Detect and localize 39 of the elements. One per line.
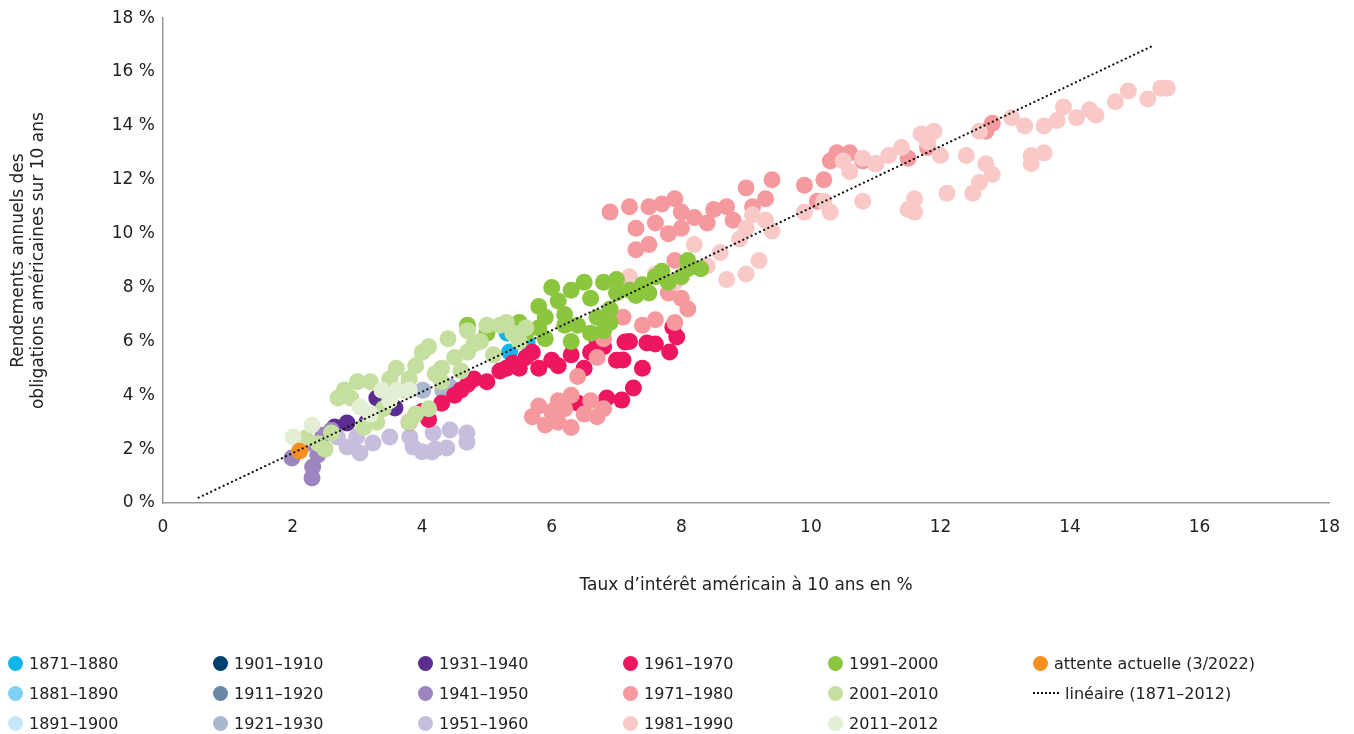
y-tick-label: 4 % xyxy=(122,383,155,404)
legend-label: 1871–1880 xyxy=(29,653,119,673)
legend-label: attente actuelle (3/2022) xyxy=(1054,653,1255,673)
x-tick-label: 18 xyxy=(1318,515,1340,536)
y-tick-label: 14 % xyxy=(111,114,155,135)
x-axis-title: Taux d’intérêt américain à 10 ans en % xyxy=(578,574,913,595)
legend-label: linéaire (1871–2012) xyxy=(1065,683,1232,703)
y-tick-label: 2 % xyxy=(122,437,155,458)
x-tick-label: 4 xyxy=(416,515,428,536)
y-tick-label: 16 % xyxy=(111,60,155,81)
x-tick-label: 10 xyxy=(800,515,822,536)
legend-label: 2001–2010 xyxy=(849,683,939,703)
legend-label: 1901–1910 xyxy=(234,653,324,673)
legend-label: 1881–1890 xyxy=(29,683,119,703)
legend-label: 1921–1930 xyxy=(234,713,324,733)
x-tick-label: 0 xyxy=(157,515,169,536)
legend-label: 1931–1940 xyxy=(439,653,529,673)
y-tick-label: 0 % xyxy=(122,491,155,512)
x-tick-label: 14 xyxy=(1059,515,1081,536)
legend-label: 1891–1900 xyxy=(29,713,119,733)
x-tick-label: 2 xyxy=(287,515,298,536)
legend-label: 1981–1990 xyxy=(644,713,734,733)
x-tick-label: 6 xyxy=(546,515,558,536)
legend-label: 1971–1980 xyxy=(644,683,734,703)
x-tick-label: 16 xyxy=(1188,515,1211,536)
legend-label: 1961–1970 xyxy=(644,653,734,673)
x-tick-label: 12 xyxy=(929,515,952,536)
legend-label: 1911–1920 xyxy=(234,683,324,703)
y-tick-label: 12 % xyxy=(111,168,155,189)
y-tick-label: 8 % xyxy=(122,275,155,296)
legend-label: 1951–1960 xyxy=(439,713,529,733)
legend-label: 1991–2000 xyxy=(849,653,939,673)
y-axis-title: Rendements annuels des obligations américaines sur 10 ans xyxy=(6,112,48,410)
legend-label: 2011–2012 xyxy=(849,713,939,733)
y-tick-label: 6 % xyxy=(122,329,155,350)
x-tick-label: 8 xyxy=(675,515,687,536)
y-tick-label: 10 % xyxy=(111,222,155,243)
legend-label: 1941–1950 xyxy=(439,683,529,703)
y-tick-label: 18 % xyxy=(111,6,155,27)
